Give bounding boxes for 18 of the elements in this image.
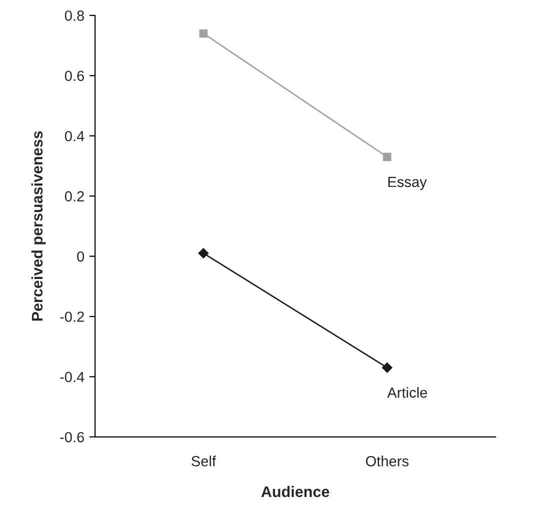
point bbox=[199, 29, 208, 38]
y-tick-label: -0.4 bbox=[60, 372, 84, 382]
point bbox=[382, 152, 392, 162]
y-tick-label: 0.6 bbox=[64, 70, 84, 82]
y-tick-label: -0.6 bbox=[60, 432, 84, 442]
y-tick-label: 0.4 bbox=[64, 130, 84, 142]
y-tick-label: 0.8 bbox=[64, 10, 84, 21]
series-label: Article bbox=[387, 387, 428, 398]
point bbox=[198, 248, 209, 258]
y-tick-label: 0.2 bbox=[64, 191, 84, 202]
x-tick-label: Self bbox=[192, 456, 216, 466]
point bbox=[382, 362, 392, 373]
y-tick-label: 0 bbox=[77, 251, 84, 262]
x-axis-title: Audience bbox=[261, 486, 330, 498]
x-tick-label: Others bbox=[366, 456, 409, 466]
y-axis-title: Perceived persuasiveness bbox=[31, 131, 46, 321]
y-tick-label: -0.2 bbox=[60, 312, 84, 322]
series-label: Essay bbox=[388, 176, 427, 190]
